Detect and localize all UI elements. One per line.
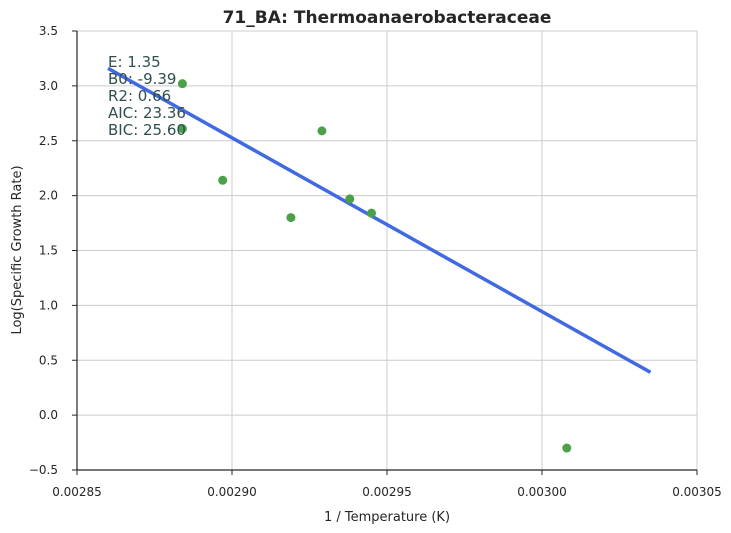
x-tick-label: 0.00290	[207, 485, 257, 499]
x-tick-label: 0.00300	[517, 485, 567, 499]
y-tick-label: 3.0	[39, 79, 58, 93]
y-ticks: −0.5 0.0 0.5 1.0 1.5 2.0 2.5 3.0 3.5	[29, 24, 77, 477]
x-tick-label: 0.00285	[52, 485, 102, 499]
data-point	[317, 126, 327, 136]
data-point	[218, 175, 228, 185]
annotation-line: BIC: 25.60	[108, 121, 186, 139]
y-tick-label: 1.0	[39, 298, 58, 312]
x-tick-label: 0.00305	[672, 485, 722, 499]
x-axis-label: 1 / Temperature (K)	[324, 510, 450, 525]
fit-line	[107, 66, 652, 374]
series	[107, 66, 652, 453]
data-point	[562, 443, 572, 453]
annotation-line: E: 1.35	[108, 53, 161, 71]
data-point	[345, 194, 355, 204]
data-point	[367, 208, 376, 218]
y-axis-label: Log(Specific Growth Rate)	[10, 165, 25, 334]
data-point	[177, 79, 187, 89]
data-point	[286, 213, 296, 223]
y-tick-label: 1.5	[39, 244, 58, 258]
x-tick-label: 0.00295	[362, 485, 412, 499]
annotation-line: R2: 0.66	[108, 87, 171, 105]
x-ticks: 0.00285 0.00290 0.00295 0.00300 0.00305	[52, 470, 722, 499]
y-tick-label: 3.5	[39, 24, 58, 38]
chart-title: 71_BA: Thermoanaerobacteraceae	[223, 8, 552, 28]
y-tick-label: 0.5	[39, 353, 58, 367]
y-tick-label: −0.5	[29, 463, 58, 477]
y-tick-label: 2.5	[39, 134, 58, 148]
annotation-line: AIC: 23.36	[108, 104, 186, 122]
y-tick-label: 2.0	[39, 189, 58, 203]
data-point	[177, 124, 187, 134]
y-tick-label: 0.0	[39, 408, 58, 422]
annotation-line: B0: -9.39	[108, 70, 176, 88]
